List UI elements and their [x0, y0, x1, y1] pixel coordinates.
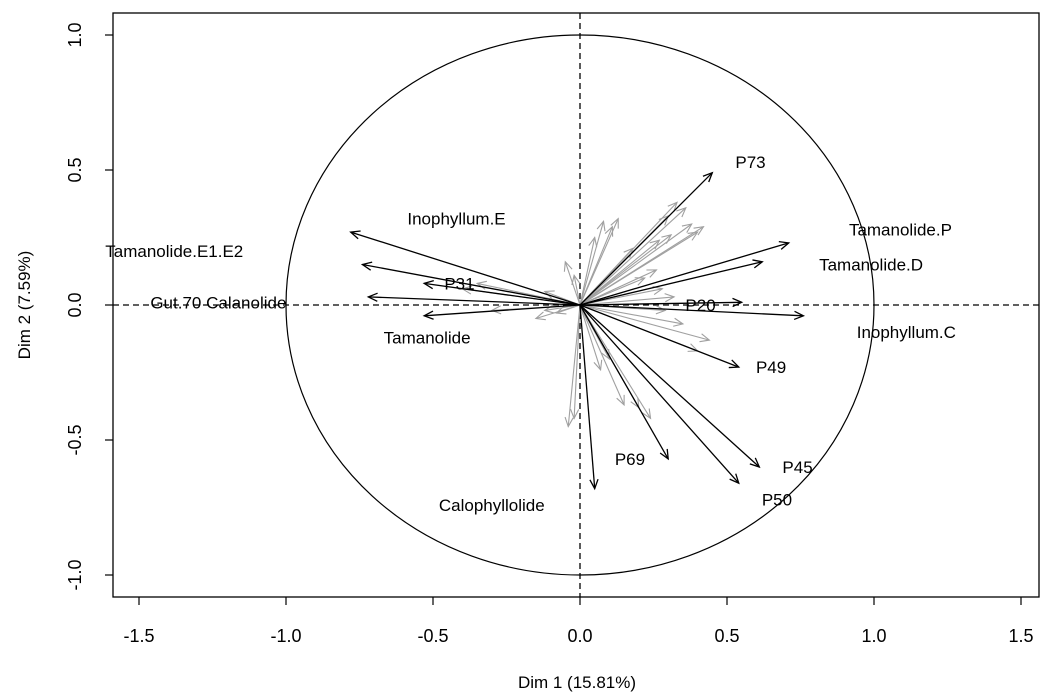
highlighted-arrow-5	[579, 304, 741, 369]
highlighted-arrow-12	[366, 292, 581, 306]
x-tick-label-4: 0.5	[714, 626, 739, 646]
label-p31: P31	[444, 274, 474, 293]
label-p69: P69	[615, 450, 645, 469]
gray-arrow-16	[579, 269, 658, 306]
highlighted-arrow-14	[422, 304, 581, 320]
highlighted-arrow-10	[349, 230, 581, 306]
label-p49: P49	[756, 358, 786, 377]
gray-arrow-14	[571, 273, 581, 306]
x-tick-label-2: -0.5	[417, 626, 448, 646]
x-axis-title: Dim 1 (15.81%)	[518, 673, 636, 692]
highlighted-arrow-13	[422, 279, 581, 306]
label-p20: P20	[685, 296, 715, 315]
gray-arrow-12	[579, 236, 598, 306]
gray-arrow-26	[579, 304, 652, 420]
highlighted-arrow-7	[579, 304, 740, 485]
unit-circle	[285, 34, 875, 576]
gray-arrow-28	[570, 304, 581, 420]
x-tick-label-0: -1.5	[123, 626, 154, 646]
y-tick-label-0: -1.0	[65, 559, 85, 590]
label-p73: P73	[735, 153, 765, 172]
x-tick-label-3: 0.0	[567, 626, 592, 646]
highlighted-vectors	[349, 171, 806, 491]
x-tick-label-5: 1.0	[861, 626, 886, 646]
y-tick-label-1: -0.5	[65, 424, 85, 455]
y-tick-label-2: 0.0	[65, 292, 85, 317]
unit-circle-layer	[285, 34, 875, 576]
gray-arrow-21	[579, 304, 711, 343]
label-p45: P45	[782, 458, 812, 477]
x-axis: -1.5 -1.0 -0.5 0.0 0.5 1.0 1.5	[123, 597, 1034, 646]
gray-arrow-11	[579, 217, 619, 306]
highlighted-arrow-2	[579, 259, 764, 306]
label-gut-70-calanolide: Gut.70 Calanolide	[150, 293, 286, 312]
label-calophyllolide: Calophyllolide	[439, 496, 545, 515]
highlighted-arrow-9	[579, 304, 599, 491]
gray-arrow-18	[579, 293, 676, 306]
gray-arrow-24	[579, 304, 603, 372]
highlighted-arrow-1	[579, 240, 791, 306]
label-p50: P50	[762, 490, 792, 509]
variable-labels: P73 Inophyllum.E Tamanolide.P Tamanolide.E1…	[105, 153, 956, 515]
label-tamanolide: Tamanolide	[384, 328, 471, 347]
highlighted-arrow-11	[360, 261, 581, 306]
gray-arrow-7	[579, 231, 699, 306]
gray-arrow-20	[579, 304, 685, 327]
gray-arrow-27	[579, 304, 625, 407]
label-tamanolide-p: Tamanolide.P	[849, 220, 952, 239]
label-inophyllum-c: Inophyllum.C	[857, 323, 956, 342]
gray-arrow-1	[579, 206, 687, 306]
gray-arrow-6	[579, 233, 673, 306]
gray-arrow-3	[579, 223, 693, 306]
y-tick-label-4: 1.0	[65, 22, 85, 47]
x-tick-label-1: -1.0	[270, 626, 301, 646]
highlighted-arrow-8	[579, 304, 669, 461]
gray-arrow-29	[564, 304, 581, 428]
y-tick-label-3: 0.5	[65, 157, 85, 182]
label-inophyllum-e: Inophyllum.E	[407, 210, 505, 229]
gray-arrow-35	[534, 304, 581, 321]
x-tick-label-6: 1.5	[1008, 626, 1033, 646]
gray-arrow-10	[579, 220, 606, 306]
highlighted-arrow-6	[579, 304, 761, 469]
y-axis: -1.0 -0.5 0.0 0.5 1.0	[65, 22, 113, 591]
highlighted-arrow-0	[579, 171, 714, 306]
highlighted-arrow-4	[579, 304, 806, 321]
label-tamanolide-d: Tamanolide.D	[819, 256, 923, 275]
label-tamanolide-e1-e2: Tamanolide.E1.E2	[105, 242, 243, 261]
y-axis-title: Dim 2 (7.59%)	[15, 251, 34, 360]
highlighted-arrow-3	[579, 297, 744, 308]
